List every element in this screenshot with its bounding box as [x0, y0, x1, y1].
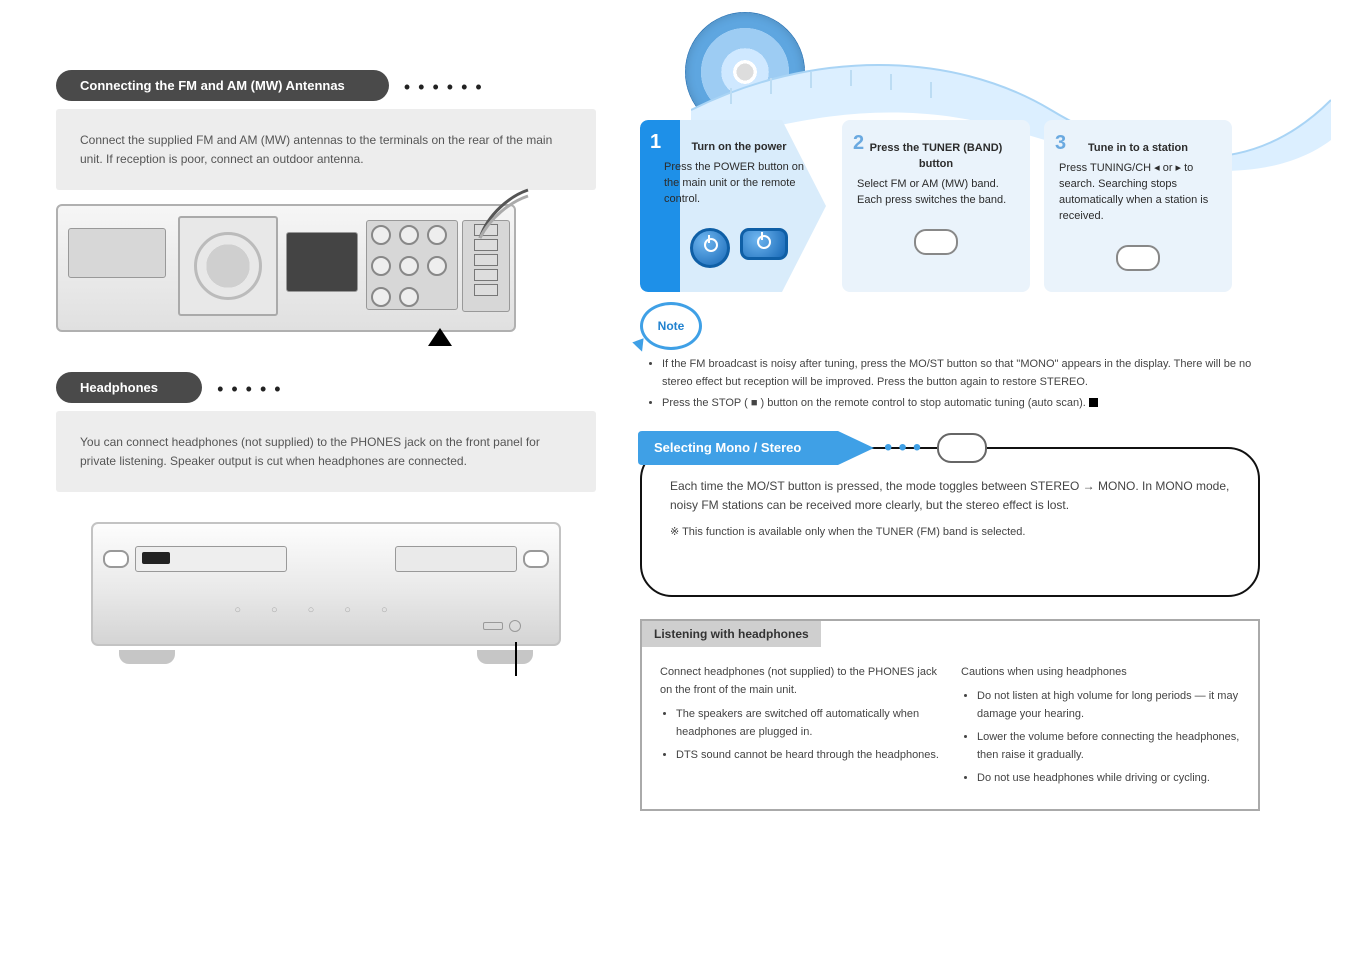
section-antenna: Connecting the FM and AM (MW) Antennas •…	[56, 70, 596, 332]
infobox-col-2: Cautions when using headphones Do not li…	[961, 663, 1240, 793]
player-front-diagram: ○○○○○	[91, 510, 561, 670]
infobox-bullet: Do not use headphones while driving or c…	[977, 769, 1240, 787]
foot-left-icon	[119, 650, 175, 664]
heading-headphones: Headphones	[56, 372, 202, 403]
infobox-bullet: Lower the volume before connecting the h…	[977, 728, 1240, 764]
step-cards: 1 Turn on the power Press the POWER butt…	[640, 120, 1300, 292]
note-line: If the FM broadcast is noisy after tunin…	[662, 356, 1260, 391]
infobox-lead: Connect headphones (not supplied) to the…	[660, 663, 939, 699]
foot-right-icon	[477, 650, 533, 664]
rear-panel-diagram	[56, 204, 516, 332]
display-window-icon	[395, 546, 517, 572]
step-body: Press TUNING/CH ◂ or ▸ to search. Search…	[1059, 161, 1217, 225]
heading-dots-icon: •••••	[217, 379, 289, 400]
section-headphones: Headphones ••••• You can connect headpho…	[56, 372, 596, 670]
antenna-description: Connect the supplied FM and AM (MW) ante…	[56, 109, 596, 190]
step-card-1: 1 Turn on the power Press the POWER butt…	[640, 120, 828, 292]
pointer-line-icon	[515, 642, 517, 676]
antenna-wire-icon	[474, 184, 534, 244]
step-card-3: 3 Tune in to a station Press TUNING/CH ◂…	[1044, 120, 1232, 292]
step-title: Tune in to a station	[1059, 141, 1217, 157]
left-column: Connecting the FM and AM (MW) Antennas •…	[56, 70, 596, 670]
step-number: 2	[853, 129, 864, 158]
infobox-header: Listening with headphones	[642, 621, 821, 647]
ribbon-tag: Selecting Mono / Stereo	[638, 431, 874, 465]
power-remote-icon	[740, 228, 788, 260]
rca-jacks-icon	[366, 220, 458, 310]
infobox-col-1: Connect headphones (not supplied) to the…	[660, 663, 939, 793]
headphones-description: You can connect headphones (not supplied…	[56, 411, 596, 492]
ribbon-dots-icon: •••	[884, 434, 927, 462]
note-badge: Note	[640, 302, 702, 350]
eject-button-icon	[523, 550, 549, 568]
step-title: Press the TUNER (BAND) button	[857, 141, 1015, 173]
tuning-button-icon	[1116, 245, 1160, 271]
ribbon-label: Selecting Mono / Stereo	[638, 431, 874, 465]
front-buttons-icon: ○○○○○	[91, 604, 561, 616]
dvd-disc-icon	[685, 12, 805, 132]
right-column: 1 Turn on the power Press the POWER butt…	[640, 120, 1300, 811]
heading-dots-icon: ••••••	[404, 77, 490, 98]
manual-page: Connecting the FM and AM (MW) Antennas •…	[0, 0, 1351, 954]
power-button-icon	[103, 550, 129, 568]
power-round-icon	[690, 228, 730, 268]
note-label: Note	[658, 319, 685, 333]
most-button-icon	[937, 433, 987, 463]
phones-jack-icon	[483, 620, 521, 632]
step-body: Press the POWER button on the main unit …	[664, 160, 814, 208]
tuner-button-icon	[914, 229, 958, 255]
cooling-fan-icon	[178, 216, 278, 316]
note-text: If the FM broadcast is noisy after tunin…	[640, 356, 1300, 413]
bubble-body: Each time the MO/ST button is pressed, t…	[670, 477, 1230, 515]
speaker-terminals-b-icon	[286, 232, 358, 292]
disc-tray-icon	[135, 546, 287, 572]
infobox-bullet: Do not listen at high volume for long pe…	[977, 687, 1240, 723]
speaker-terminals-icon	[68, 228, 166, 278]
stop-square-icon	[1089, 398, 1098, 407]
heading-antenna: Connecting the FM and AM (MW) Antennas	[56, 70, 389, 101]
step-number: 1	[650, 128, 661, 157]
headphone-infobox: Listening with headphones Connect headph…	[640, 619, 1260, 811]
bubble-ribbon: Selecting Mono / Stereo •••	[638, 431, 987, 465]
note-line: Press the STOP ( ■ ) button on the remot…	[662, 395, 1260, 413]
infobox-lead: Cautions when using headphones	[961, 663, 1240, 681]
step-number: 3	[1055, 129, 1066, 158]
infobox-bullet: DTS sound cannot be heard through the he…	[676, 746, 939, 764]
infobox-bullet: The speakers are switched off automatica…	[676, 705, 939, 741]
mono-stereo-bubble: Selecting Mono / Stereo ••• Each time th…	[640, 447, 1260, 597]
step-body: Select FM or AM (MW) band. Each press sw…	[857, 177, 1015, 209]
step-card-2: 2 Press the TUNER (BAND) button Select F…	[842, 120, 1030, 292]
badge-tail-icon	[632, 338, 647, 353]
pointer-up-icon	[428, 328, 452, 346]
step-title: Turn on the power	[664, 140, 814, 156]
bubble-asterisk: This function is available only when the…	[670, 525, 1230, 538]
